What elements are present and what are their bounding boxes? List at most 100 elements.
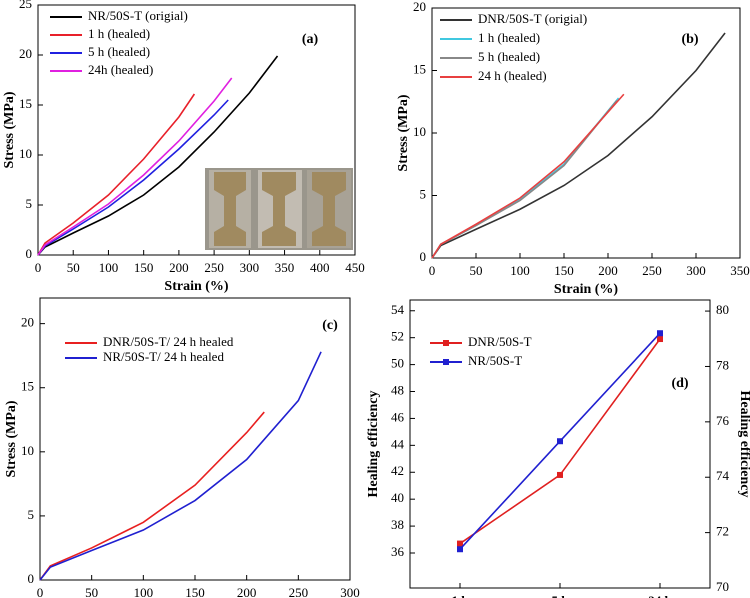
y-tick-label: 38 (391, 517, 404, 532)
series-line (37, 99, 229, 256)
marker (557, 471, 563, 478)
x-tick-label: 300 (240, 260, 260, 275)
y-tick-label: 20 (19, 46, 32, 61)
x-tick-label: 200 (169, 260, 189, 275)
y2-tick-label: 70 (716, 579, 729, 594)
y-axis-label: Stress (MPa) (2, 91, 17, 168)
x-tick-label: 100 (510, 263, 530, 278)
y-tick-label: 20 (21, 315, 34, 330)
y-tick-label: 10 (413, 124, 426, 139)
x-tick-label: 150 (185, 585, 205, 598)
series-line (37, 77, 233, 256)
x-tick-label: 0 (35, 260, 42, 275)
x-tick-label: 300 (686, 263, 706, 278)
legend-label: DNR/50S-T/ 24 h healed (103, 334, 234, 349)
y-tick-label: 15 (21, 379, 34, 394)
marker (557, 438, 563, 445)
x-tick-label: 250 (289, 585, 309, 598)
panel-label: (a) (302, 32, 319, 47)
y-tick-label: 10 (21, 443, 34, 458)
series-line (37, 93, 196, 256)
x-tick-label: 350 (730, 263, 750, 278)
y-tick-label: 36 (391, 544, 405, 559)
marker (457, 540, 463, 547)
panel-label: (b) (681, 32, 698, 47)
legend-label: 1 h (healed) (88, 26, 150, 41)
x-tick-label: 250 (204, 260, 224, 275)
y-axis-label: Healing efficiency (366, 391, 381, 498)
legend-label: 5 h (healed) (478, 49, 540, 64)
y-axis-label: Stress (MPa) (4, 400, 19, 477)
y-tick-label: 42 (391, 463, 404, 478)
series-line (39, 351, 322, 581)
panel-label: (c) (322, 318, 338, 333)
series-line (39, 411, 265, 581)
legend-marker (443, 359, 449, 365)
legend-label: DNR/50S-T (origial) (478, 11, 587, 26)
series-line (431, 93, 625, 259)
x-tick-label: 0 (429, 263, 436, 278)
y-tick-label: 44 (391, 436, 405, 451)
plot-frame (39, 297, 351, 581)
y-tick-label: 52 (391, 329, 404, 344)
x-tick-label: 300 (340, 585, 360, 598)
series-line (37, 55, 279, 256)
legend-label: 5 h (healed) (88, 44, 150, 59)
y2-tick-label: 78 (716, 357, 729, 372)
x-tick-label: 0 (37, 585, 44, 598)
y-tick-label: 0 (26, 246, 33, 261)
x-tick-label: 100 (99, 260, 119, 275)
x-tick-label: 1 h (452, 593, 470, 598)
y2-axis-label: Healing efficiency (737, 391, 750, 498)
y-axis-label: Stress (MPa) (396, 94, 411, 171)
y-tick-label: 25 (19, 0, 32, 11)
x-tick-label: 150 (554, 263, 574, 278)
y-tick-label: 0 (28, 571, 35, 586)
series-line (431, 32, 726, 259)
x-tick-label: 5 h (552, 593, 570, 598)
x-tick-label: 24 h (648, 593, 672, 598)
x-tick-label: 350 (275, 260, 295, 275)
y-tick-label: 48 (391, 382, 404, 397)
y2-tick-label: 76 (716, 413, 730, 428)
legend-label: NR/50S-T (origial) (88, 8, 188, 23)
x-tick-label: 100 (134, 585, 154, 598)
y-tick-label: 40 (391, 490, 404, 505)
x-tick-label: 400 (310, 260, 330, 275)
y-tick-label: 15 (19, 96, 32, 111)
inset-photo (205, 168, 353, 250)
x-tick-label: 200 (598, 263, 618, 278)
y-tick-label: 50 (391, 356, 404, 371)
x-axis-label: Strain (%) (164, 279, 229, 294)
x-tick-label: 150 (134, 260, 154, 275)
legend-label: NR/50S-T (468, 353, 522, 368)
y2-tick-label: 74 (716, 468, 730, 483)
marker (457, 546, 463, 553)
y-tick-label: 5 (420, 186, 427, 201)
plot-frame (431, 7, 741, 259)
legend-label: 1 h (healed) (478, 30, 540, 45)
y-tick-label: 10 (19, 146, 32, 161)
legend-marker (443, 340, 449, 346)
x-tick-label: 450 (345, 260, 365, 275)
marker (657, 336, 663, 343)
x-tick-label: 200 (237, 585, 257, 598)
legend-label: NR/50S-T/ 24 h healed (103, 349, 224, 364)
y-tick-label: 20 (413, 0, 426, 14)
plot-frame (37, 4, 356, 256)
y2-tick-label: 80 (716, 302, 729, 317)
y-tick-label: 54 (391, 302, 405, 317)
legend-label: 24h (healed) (88, 62, 153, 77)
y-tick-label: 5 (28, 507, 35, 522)
y-tick-label: 0 (420, 249, 427, 264)
legend-label: 24 h (healed) (478, 68, 547, 83)
marker (657, 330, 663, 337)
x-axis-label: Strain (%) (554, 282, 619, 297)
panel-label: (d) (671, 376, 688, 391)
x-tick-label: 50 (85, 585, 98, 598)
x-tick-label: 50 (67, 260, 80, 275)
y2-tick-label: 72 (716, 524, 729, 539)
y-tick-label: 46 (391, 409, 405, 424)
legend-label: DNR/50S-T (468, 334, 532, 349)
